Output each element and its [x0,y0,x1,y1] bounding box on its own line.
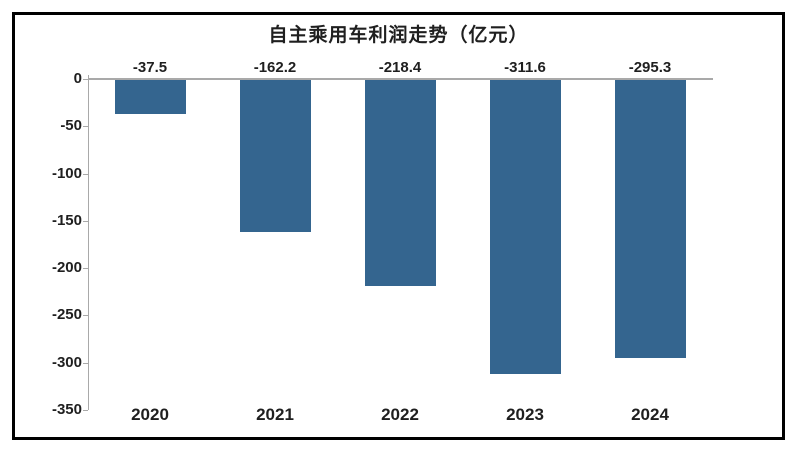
x-category-label: 2021 [256,405,294,424]
x-category-label: 2020 [131,405,169,424]
y-tick-mark [83,220,88,222]
y-tick-label: -200 [51,259,82,277]
y-tick-label: -350 [51,401,82,418]
bar-2022 [364,80,436,286]
bar-2021 [239,80,311,232]
x-category-label: 2022 [381,405,419,424]
y-tick-mark [83,126,88,128]
bar-2024 [614,80,686,358]
y-tick-mark [83,410,88,411]
y-tick-label: -50 [60,117,82,135]
x-category-label: 2023 [506,405,544,424]
y-tick-label: -150 [51,211,82,229]
y-tick-label: -100 [51,164,82,182]
zero-baseline [88,78,713,80]
bar-value-label: -295.3 [628,59,672,76]
bar-value-label: -162.2 [253,59,297,76]
bar-value-label: -218.4 [378,59,422,76]
y-tick-mark [83,173,88,175]
bar-value-label: -311.6 [504,59,546,76]
bar-2020 [114,80,186,114]
chart-title: 自主乘用车利润走势（亿元） [268,25,529,46]
y-tick-mark [83,268,88,270]
x-category-label: 2024 [631,405,669,424]
y-axis-line [88,75,89,410]
bar-2023 [489,80,561,374]
y-tick-mark [83,362,88,364]
y-tick-label: -250 [51,306,82,324]
y-tick-mark [83,79,88,80]
y-tick-mark [83,315,88,317]
y-tick-label: -300 [51,353,82,371]
y-tick-label: 0 [73,70,82,87]
bar-value-label: -37.5 [132,59,168,76]
